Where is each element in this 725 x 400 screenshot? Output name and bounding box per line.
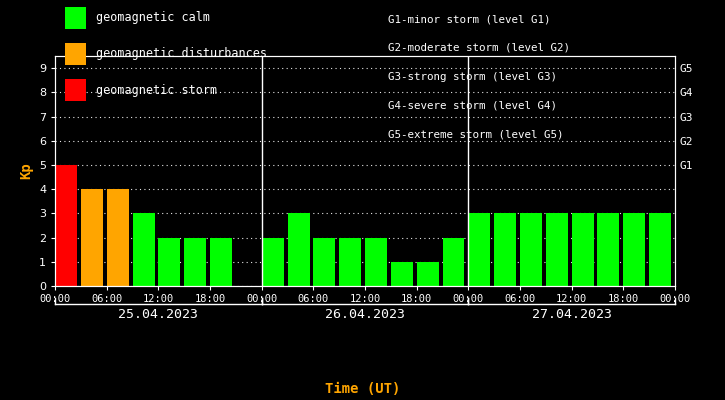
Text: 25.04.2023: 25.04.2023 [118,308,199,321]
Text: 26.04.2023: 26.04.2023 [325,308,405,321]
Text: G1-minor storm (level G1): G1-minor storm (level G1) [388,14,550,24]
Bar [468,213,490,286]
Text: Time (UT): Time (UT) [325,382,400,396]
Bar [158,238,181,286]
Bar [365,238,387,286]
Bar [81,189,103,286]
Bar [339,238,361,286]
Text: geomagnetic calm: geomagnetic calm [96,12,210,24]
Text: G3-strong storm (level G3): G3-strong storm (level G3) [388,72,557,82]
Bar [107,189,129,286]
Bar [262,238,283,286]
Bar [55,165,77,286]
Text: 27.04.2023: 27.04.2023 [531,308,612,321]
Bar [133,213,154,286]
Text: G4-severe storm (level G4): G4-severe storm (level G4) [388,100,557,110]
Bar [494,213,516,286]
Bar [546,213,568,286]
Bar [184,238,206,286]
Bar [442,238,465,286]
Bar [210,238,232,286]
Bar [288,213,310,286]
Text: geomagnetic disturbances: geomagnetic disturbances [96,48,268,60]
Bar [391,262,413,286]
Text: G5-extreme storm (level G5): G5-extreme storm (level G5) [388,129,563,139]
Bar [597,213,619,286]
Bar [571,213,594,286]
Text: G2-moderate storm (level G2): G2-moderate storm (level G2) [388,43,570,53]
Bar [649,213,671,286]
Bar [417,262,439,286]
Y-axis label: Kp: Kp [20,163,33,179]
Bar [313,238,336,286]
Text: geomagnetic storm: geomagnetic storm [96,84,218,96]
Bar [624,213,645,286]
Bar [520,213,542,286]
